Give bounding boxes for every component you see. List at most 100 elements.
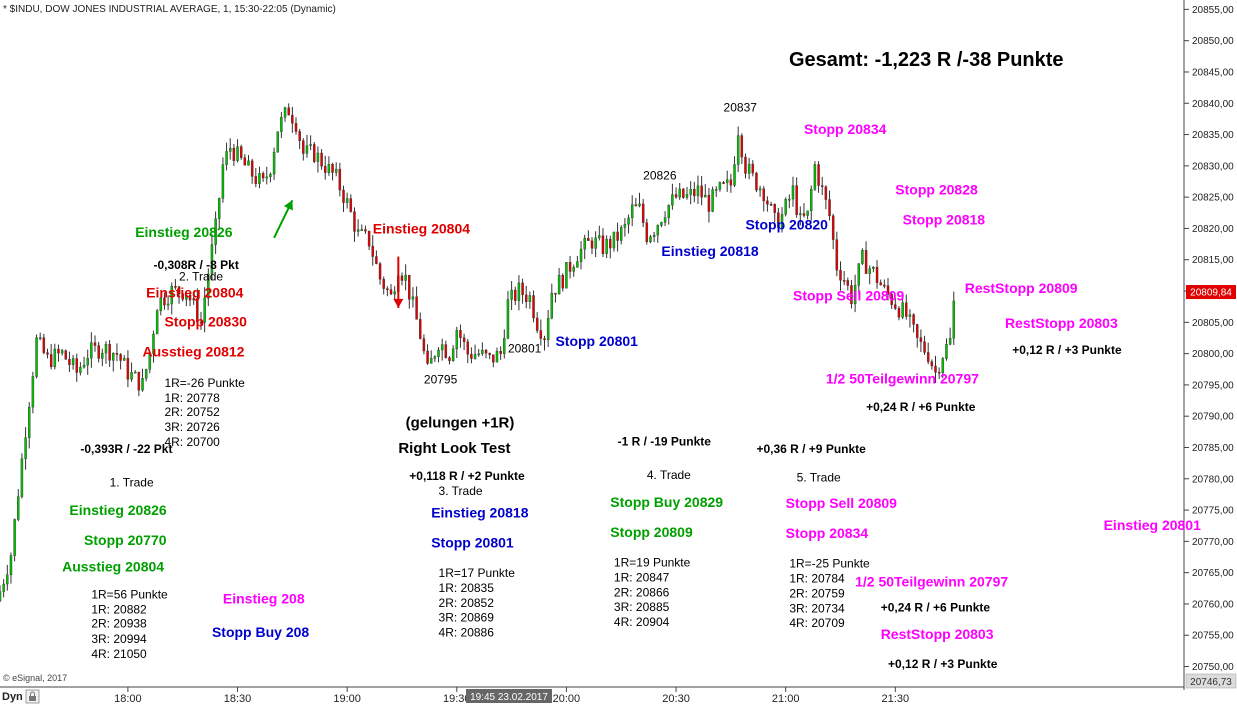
- candle-bear: [287, 107, 290, 116]
- candle-bull: [265, 176, 268, 179]
- candle-bear: [254, 176, 258, 184]
- candle-bear: [250, 160, 254, 177]
- candle-bull: [225, 151, 228, 165]
- candle-bear: [937, 371, 941, 374]
- candle-bull: [579, 248, 583, 262]
- chart-annotation: 20837: [724, 100, 758, 114]
- candle-bear: [239, 146, 243, 158]
- chart-annotation: 2. Trade: [179, 269, 223, 283]
- candle-bull: [711, 189, 714, 212]
- candle-bear: [934, 365, 937, 373]
- chart-annotation: (gelungen +1R): [406, 414, 515, 431]
- candle-bear: [795, 185, 798, 215]
- candle-bear: [886, 285, 890, 295]
- candle-bear: [700, 185, 703, 198]
- chart-annotation: Einstieg 208: [223, 590, 305, 606]
- candle-bull: [715, 189, 718, 191]
- candle-bull: [360, 229, 364, 231]
- chart-annotation: Einstieg 20818: [431, 505, 528, 521]
- candle-bear: [97, 345, 100, 359]
- copyright-label: © eSignal, 2017: [3, 673, 67, 683]
- candle-bear: [232, 147, 236, 161]
- candle-bear: [729, 179, 733, 186]
- chart-annotation: 1R: 20784: [789, 572, 845, 586]
- candle-bull: [583, 238, 586, 250]
- chart-annotation: 1R: 20882: [91, 602, 147, 616]
- candle-bear: [693, 189, 696, 197]
- candle-bull: [857, 263, 860, 286]
- chart-annotation: Stopp Sell 20809: [786, 495, 897, 511]
- candle-bull: [594, 237, 597, 249]
- candle-bull: [112, 353, 115, 361]
- candle-bear: [674, 194, 678, 198]
- candle-bear: [817, 164, 820, 186]
- candle-bull: [810, 189, 813, 212]
- chart-annotation: Stopp 20834: [804, 121, 887, 137]
- candle-bear: [769, 203, 773, 206]
- chart-annotation: 4. Trade: [647, 468, 691, 482]
- candle-bear: [740, 135, 744, 158]
- candle-bear: [137, 371, 141, 391]
- candle-bear: [824, 186, 828, 200]
- y-tick-label: 20750,00: [1192, 662, 1234, 673]
- chart-annotation: Stopp 20809: [610, 524, 693, 540]
- chart-annotation: Einstieg 20801: [1104, 517, 1201, 533]
- candle-bear: [57, 348, 60, 354]
- candle-bear: [298, 131, 301, 141]
- candle-bear: [261, 173, 265, 179]
- candle-bull: [280, 117, 283, 132]
- candle-bull: [503, 338, 506, 354]
- chart-annotation: 4R: 20700: [164, 435, 220, 449]
- chart-annotation: Stopp 20770: [84, 532, 167, 548]
- candle-bear: [364, 229, 367, 232]
- candle-bear: [243, 157, 247, 166]
- candle-bull: [236, 146, 239, 161]
- candle-bear: [905, 302, 908, 317]
- chart-annotation: Einstieg 20804: [373, 220, 470, 236]
- candle-bear: [590, 240, 594, 249]
- chart-annotation: 4R: 20709: [789, 616, 845, 630]
- chart-annotation: Einstieg 20818: [661, 243, 758, 259]
- candle-bear: [766, 200, 769, 205]
- candle-bull: [159, 297, 163, 312]
- chart-annotation: 1R: 20778: [164, 391, 220, 405]
- candle-bear: [762, 188, 765, 202]
- candle-bear: [894, 304, 897, 309]
- candle-bear: [415, 296, 418, 320]
- chart-annotation: 2R: 20759: [789, 587, 845, 601]
- candle-bear: [459, 330, 462, 338]
- candle-bear: [828, 199, 831, 217]
- candle-bull: [784, 198, 787, 215]
- candle-bull: [28, 406, 31, 438]
- signal-arrow-head: [283, 200, 293, 211]
- chart-annotation: 20826: [643, 169, 677, 183]
- candle-bear: [386, 288, 389, 290]
- candle-bull: [813, 164, 817, 190]
- candle-bear: [820, 185, 824, 187]
- chart-annotation: -0,308R / -8 Pkt: [153, 258, 238, 272]
- candle-bull: [557, 275, 561, 295]
- candle-bull: [17, 496, 20, 520]
- candle-bull: [481, 349, 484, 354]
- candle-bull: [861, 250, 864, 264]
- candle-bear: [875, 266, 879, 283]
- candle-bull: [437, 349, 440, 357]
- y-tick-label: 20770,00: [1192, 537, 1234, 548]
- chart-annotation: 2R: 20866: [614, 585, 670, 599]
- candle-bull: [868, 268, 871, 274]
- candle-bear: [367, 230, 371, 247]
- y-tick-label: 20835,00: [1192, 130, 1234, 141]
- dyn-label[interactable]: Dyn: [2, 691, 23, 703]
- candle-bull: [506, 299, 510, 339]
- current-price-label: 20809,84: [1190, 288, 1232, 299]
- candle-bear: [426, 350, 429, 364]
- candle-bull: [572, 267, 575, 272]
- candle-bear: [682, 188, 685, 198]
- chart-annotation: Einstieg 20826: [135, 224, 232, 240]
- chart-annotation: 3R: 20885: [614, 600, 670, 614]
- y-axis-ticks: 20855,00 20850,00 20845,00 20840,00 20835,00…: [1184, 5, 1234, 673]
- candle-bull: [718, 182, 722, 190]
- candle-bull: [123, 357, 126, 361]
- y-tick-label: 20780,00: [1192, 474, 1234, 485]
- y-tick-label: 20760,00: [1192, 599, 1234, 610]
